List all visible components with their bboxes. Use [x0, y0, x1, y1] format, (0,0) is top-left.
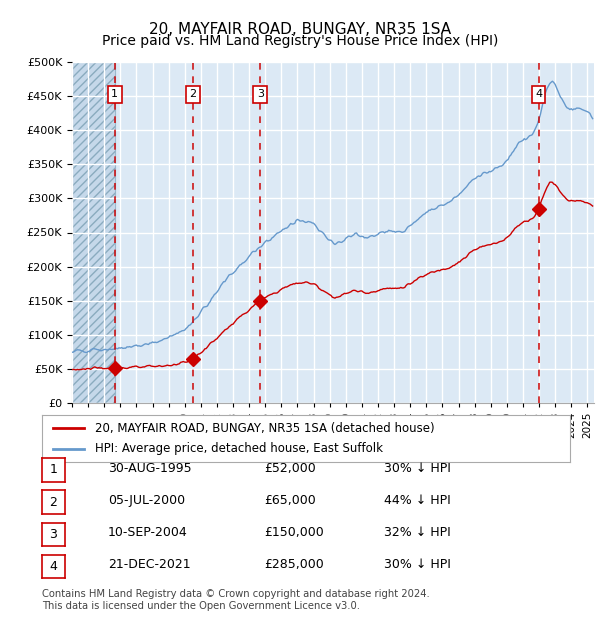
Text: £65,000: £65,000 [264, 494, 316, 507]
Text: 05-JUL-2000: 05-JUL-2000 [108, 494, 185, 507]
Text: 44% ↓ HPI: 44% ↓ HPI [384, 494, 451, 507]
Text: 3: 3 [257, 89, 264, 99]
Bar [72, 62, 115, 403]
Text: 30% ↓ HPI: 30% ↓ HPI [384, 559, 451, 571]
Text: £285,000: £285,000 [264, 559, 324, 571]
Text: 3: 3 [49, 528, 58, 541]
Text: 2: 2 [49, 496, 58, 508]
Text: 20, MAYFAIR ROAD, BUNGAY, NR35 1SA: 20, MAYFAIR ROAD, BUNGAY, NR35 1SA [149, 22, 451, 37]
Text: £52,000: £52,000 [264, 462, 316, 474]
Text: 10-SEP-2004: 10-SEP-2004 [108, 526, 188, 539]
Text: 30% ↓ HPI: 30% ↓ HPI [384, 462, 451, 474]
Text: 1: 1 [49, 464, 58, 476]
Text: 2: 2 [190, 89, 196, 99]
Text: 1: 1 [112, 89, 118, 99]
Text: Contains HM Land Registry data © Crown copyright and database right 2024.
This d: Contains HM Land Registry data © Crown c… [42, 589, 430, 611]
Text: 30-AUG-1995: 30-AUG-1995 [108, 462, 191, 474]
Text: £150,000: £150,000 [264, 526, 324, 539]
Text: 4: 4 [49, 560, 58, 573]
Text: 21-DEC-2021: 21-DEC-2021 [108, 559, 191, 571]
Text: HPI: Average price, detached house, East Suffolk: HPI: Average price, detached house, East… [95, 443, 383, 455]
Text: Price paid vs. HM Land Registry's House Price Index (HPI): Price paid vs. HM Land Registry's House … [102, 34, 498, 48]
Text: 4: 4 [535, 89, 542, 99]
Text: 32% ↓ HPI: 32% ↓ HPI [384, 526, 451, 539]
Bar [72, 62, 115, 403]
Text: 20, MAYFAIR ROAD, BUNGAY, NR35 1SA (detached house): 20, MAYFAIR ROAD, BUNGAY, NR35 1SA (deta… [95, 422, 434, 435]
